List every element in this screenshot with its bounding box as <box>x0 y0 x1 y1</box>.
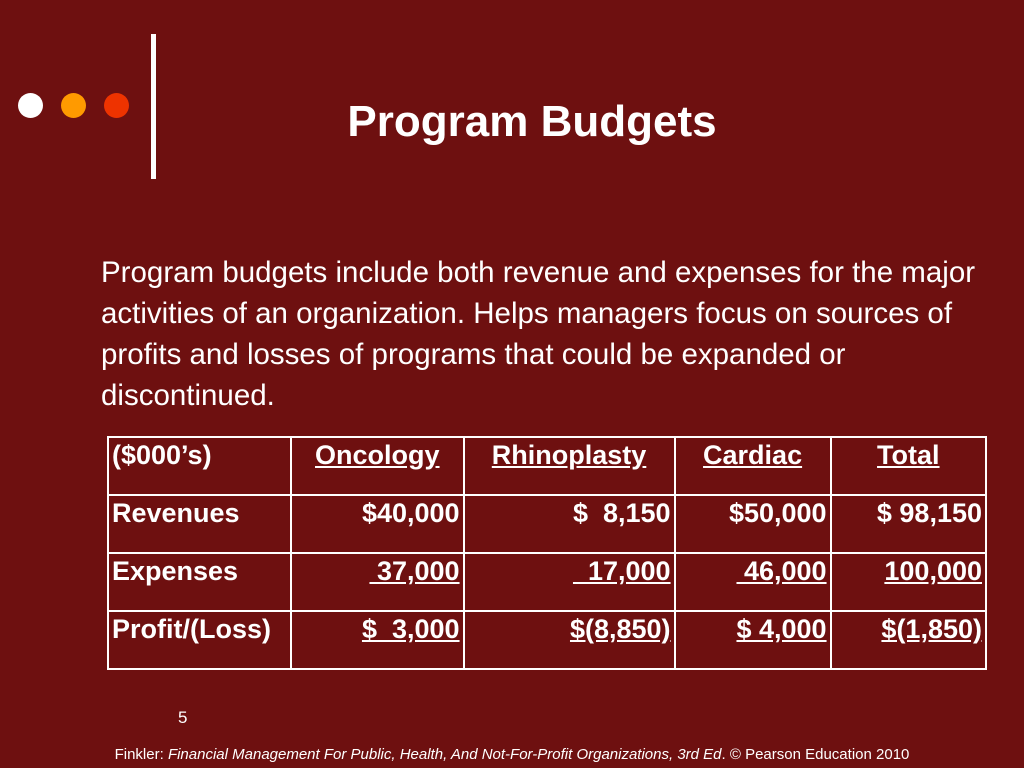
header-total: Total <box>829 436 988 496</box>
cell-rhinoplasty: 17,000 <box>462 552 676 612</box>
cell-cardiac: $50,000 <box>673 494 832 554</box>
table-row-profit-loss: Profit/(Loss) $ 3,000 $(8,850) $ 4,000 $… <box>106 610 988 670</box>
footer-suffix: . © Pearson Education 2010 <box>721 746 910 763</box>
cell-total: $ 98,150 <box>829 494 988 554</box>
footer-citation: Finkler: Financial Management For Public… <box>0 746 1024 763</box>
header-rhinoplasty: Rhinoplasty <box>462 436 676 496</box>
page-number: 5 <box>178 708 188 727</box>
row-label: Profit/(Loss) <box>106 610 293 670</box>
cell-rhinoplasty: $(8,850) <box>462 610 676 670</box>
cell-oncology: $ 3,000 <box>290 610 465 670</box>
cell-total: 100,000 <box>829 552 988 612</box>
table-row-expenses: Expenses 37,000 17,000 46,000 100,000 <box>106 552 988 612</box>
table-row-revenues: Revenues $40,000 $ 8,150 $50,000 $ 98,15… <box>106 494 988 554</box>
row-label: Expenses <box>106 552 293 612</box>
footer-book-title: Financial Management For Public, Health,… <box>167 746 722 763</box>
cell-cardiac: 46,000 <box>673 552 832 612</box>
decor-dot-red <box>104 93 129 118</box>
cell-total: $(1,850) <box>829 610 988 670</box>
decor-vertical-bar <box>151 34 156 179</box>
decor-dot-orange <box>61 93 86 118</box>
cell-oncology: 37,000 <box>290 552 465 612</box>
slide-body-text: Program budgets include both revenue and… <box>101 256 976 412</box>
footer-prefix: Finkler: <box>114 746 168 763</box>
header-oncology: Oncology <box>290 436 465 496</box>
slide-title: Program Budgets <box>347 97 717 146</box>
decor-dot-white <box>18 93 43 118</box>
cell-cardiac: $ 4,000 <box>673 610 832 670</box>
header-units: ($000’s) <box>106 436 293 496</box>
cell-oncology: $40,000 <box>290 494 465 554</box>
table-header-row: ($000’s) Oncology Rhinoplasty Cardiac To… <box>106 436 988 496</box>
header-cardiac: Cardiac <box>673 436 832 496</box>
row-label: Revenues <box>106 494 293 554</box>
budget-table: ($000’s) Oncology Rhinoplasty Cardiac To… <box>106 436 988 670</box>
cell-rhinoplasty: $ 8,150 <box>462 494 676 554</box>
